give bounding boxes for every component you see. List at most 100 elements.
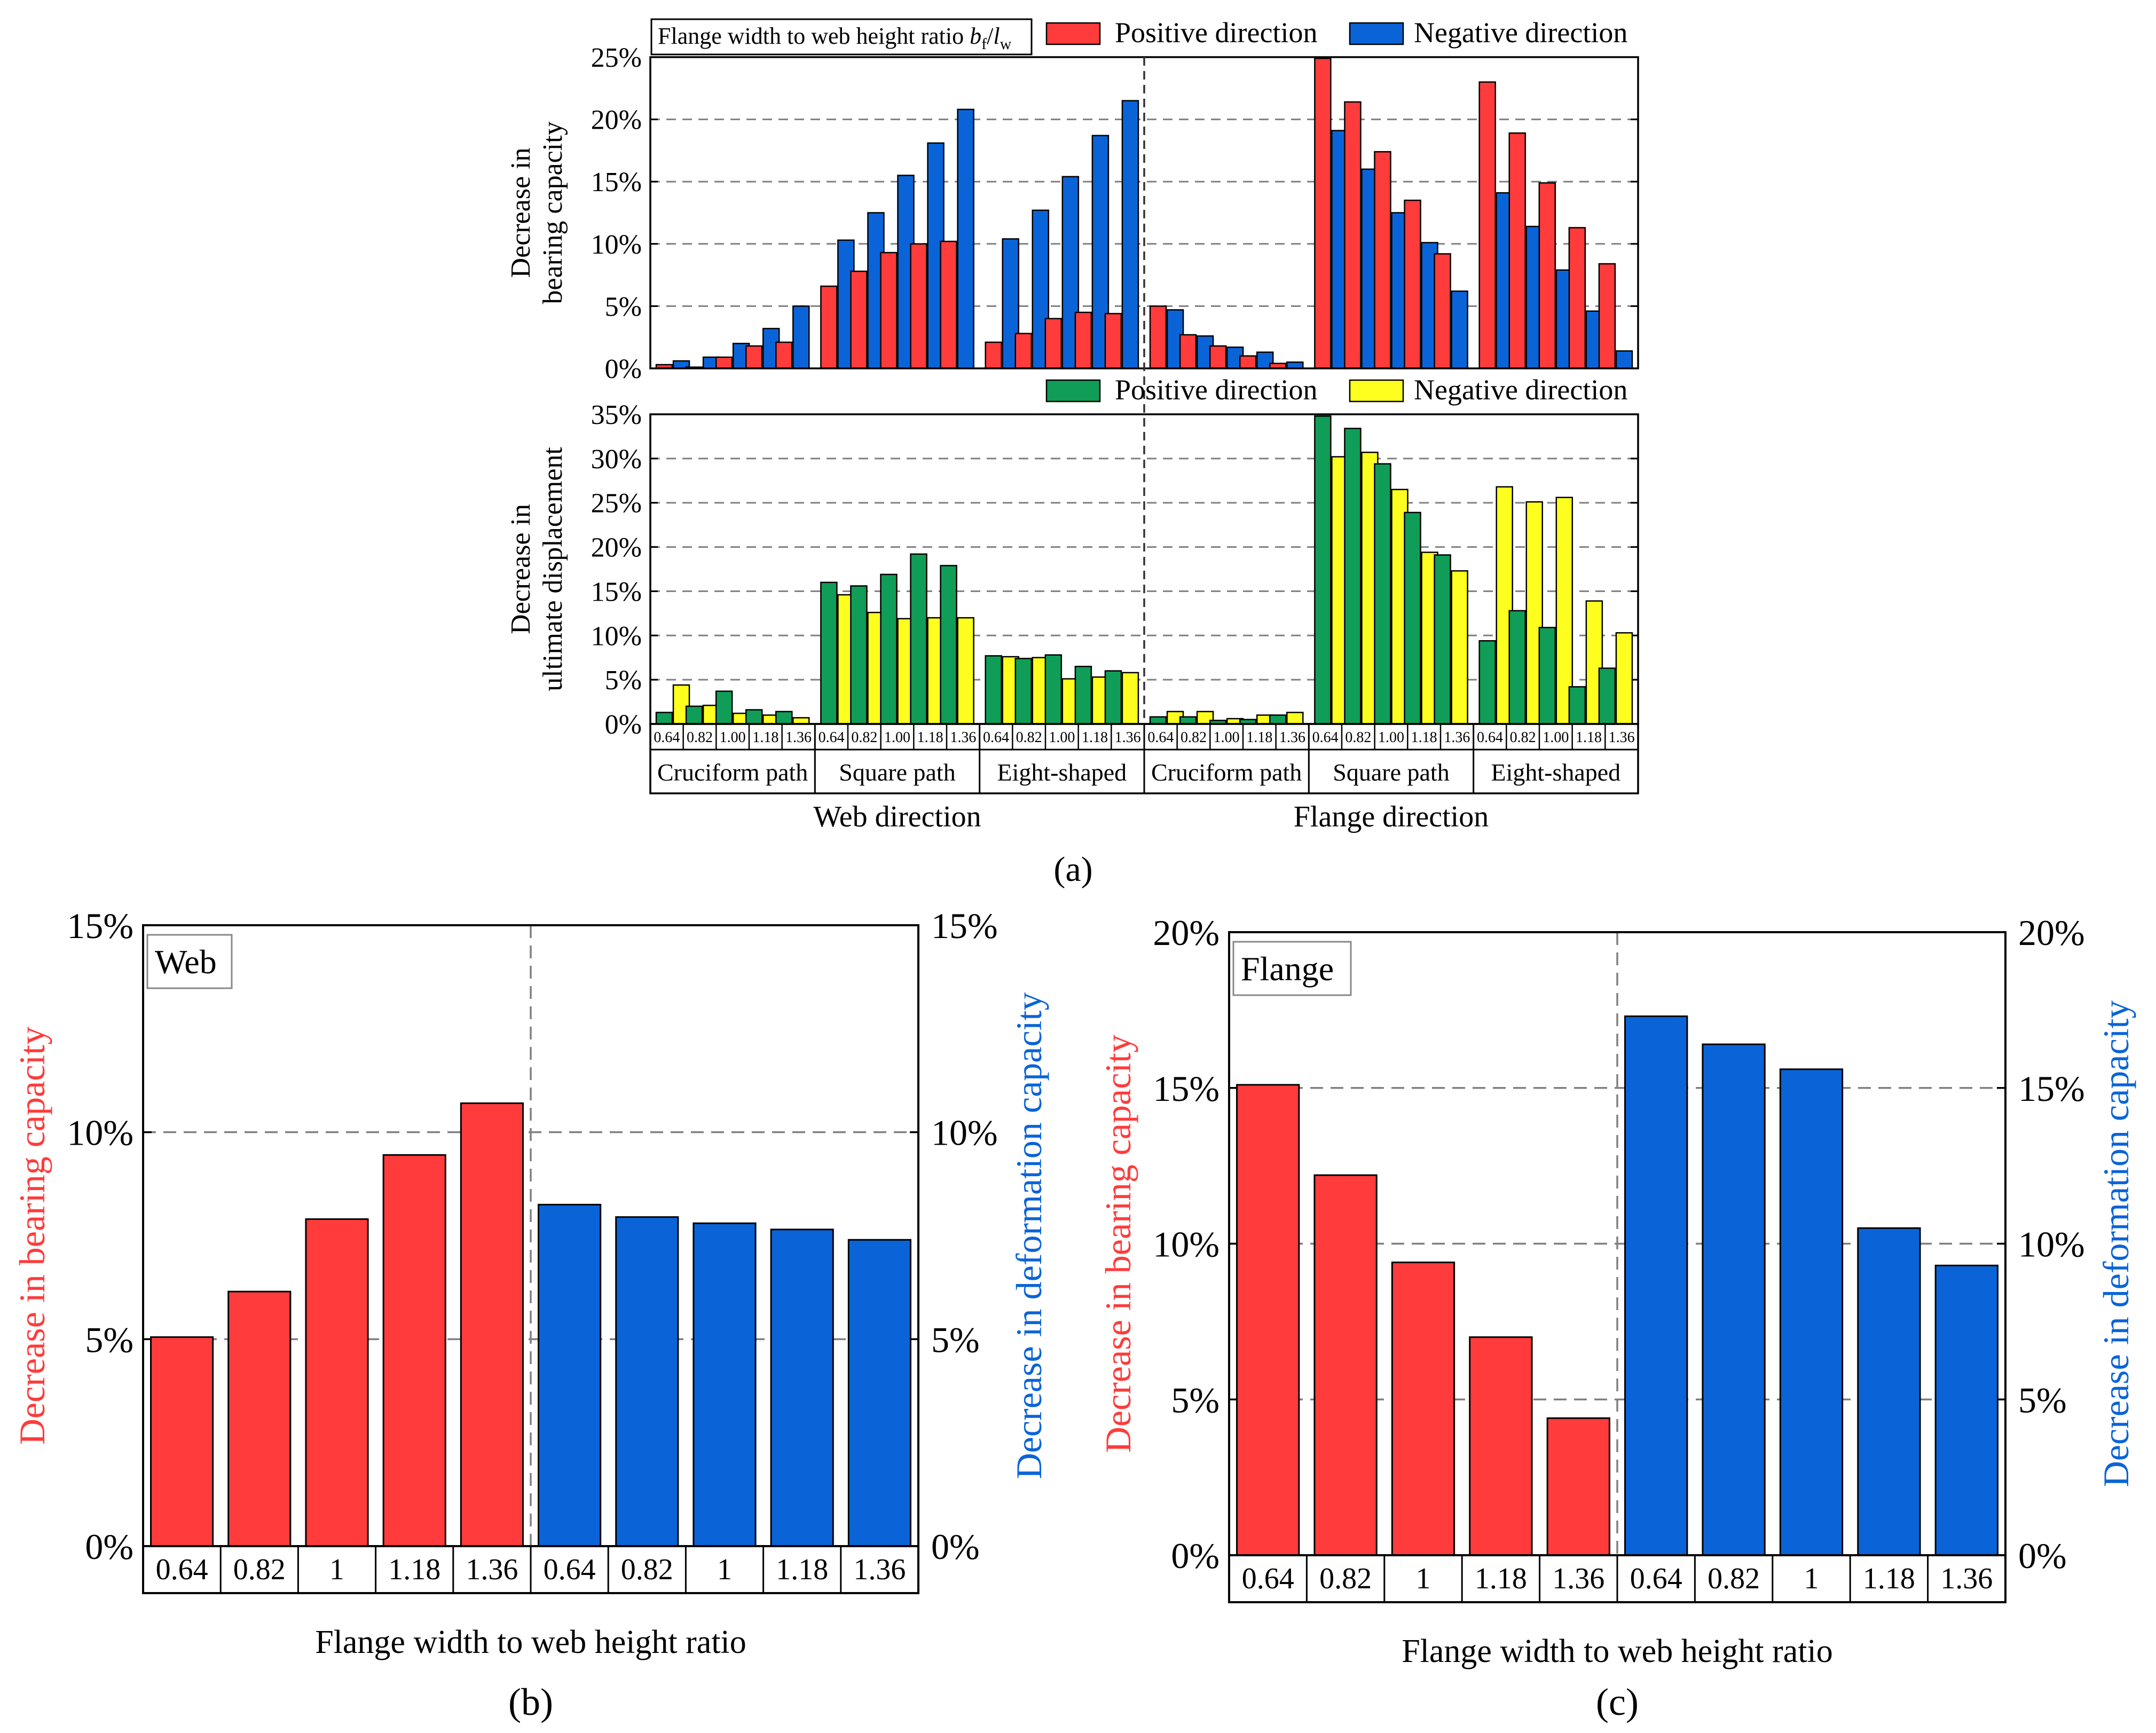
y-tick-label-right: 10% [2018,1224,2085,1265]
y-tick-label-right: 0% [2018,1535,2067,1576]
category-label: 1.18 [1246,729,1272,746]
bar-positive [820,581,838,725]
path-label: Square path [839,759,955,786]
box-label: Flange [1241,950,1334,988]
y-tick-label-left: 0% [85,1526,133,1567]
category-label: 1.36 [853,1553,906,1586]
y-axis-label-line: bearing capacity [538,121,568,304]
category-label: 0.82 [621,1553,673,1586]
bar-positive [850,270,868,369]
y-tick-label-right: 15% [2018,1068,2085,1109]
bar-deformation [538,1203,602,1547]
bar-positive [880,251,898,369]
y-tick-label: 0% [605,354,642,384]
category-label: 0.64 [654,729,680,746]
panel-label: (b) [508,1681,553,1723]
bar-positive [850,585,868,725]
bar-positive [910,243,927,369]
category-label: 1.36 [785,729,812,746]
bar-positive [1149,716,1167,725]
y-tick-label-right: 20% [2018,912,2085,953]
bar-positive [1269,714,1287,725]
y-tick-label: 25% [591,43,642,73]
category-label: 0.82 [851,729,877,746]
category-label: 1.36 [1444,729,1470,746]
category-label: 1.18 [1411,729,1437,746]
legend-swatch-negative [1349,22,1404,45]
bar-bearing [1313,1174,1378,1556]
bar-negative [672,684,690,725]
category-label: 1.36 [950,729,976,746]
bar-bearing [305,1218,369,1547]
path-label: Cruciform path [1151,759,1302,786]
bar-positive [1538,182,1556,369]
category-label: 1.18 [1082,729,1108,746]
category-label: 0.64 [1242,1562,1294,1595]
bar-positive [1149,305,1167,369]
y-axis-label-line: ultimate displacement [538,447,568,691]
path-label: Square path [1333,759,1449,786]
bar-positive [1314,58,1332,369]
panel-c-chart: 0% 0% 5% 5% 10% 10% 15% 15% 20% 20% 0.64 0.82 1 1.18 1… [1098,912,2136,1723]
legend-title: Flange width to web height ratio bf/lw [658,23,1012,53]
y-tick-label: 15% [591,167,642,198]
bar-positive [1074,666,1092,725]
bar-positive [1568,686,1586,725]
bar-positive [655,712,673,725]
category-label: 0.64 [156,1553,208,1586]
bar-positive [1598,667,1616,725]
bar-deformation [1702,1043,1766,1556]
legend-title-slash: / [987,23,994,49]
bar-positive [1478,81,1496,369]
bar-negative [1121,672,1139,725]
y-tick-label-left: 15% [1153,1068,1219,1109]
y-tick-label-left: 15% [67,905,133,946]
bar-positive [685,705,703,725]
category-label: 1.18 [752,729,778,746]
bar-negative [1615,632,1633,725]
legend-swatch-positive [1045,22,1101,45]
bar-positive [1344,101,1362,369]
bar-positive [715,690,733,725]
bar-negative [1615,350,1633,369]
panel-label-text: (c) [1596,1681,1639,1723]
bar-positive [1598,263,1616,369]
bar-positive [1538,627,1556,725]
bar-positive [775,711,793,725]
y-tick-label: 5% [605,665,642,696]
bar-positive [1239,355,1257,369]
category-label: 1.36 [1940,1562,1993,1595]
y-tick-label-left: 5% [1171,1380,1219,1420]
y-axis-label-line: Decrease in [506,504,536,634]
panel-label-a: (a) [1053,850,1092,889]
bar-positive [1209,345,1227,369]
direction-label-web: Web direction [813,800,981,833]
category-label: 0.64 [1630,1562,1682,1595]
category-label: 0.82 [1319,1562,1372,1595]
bar-negative [1121,100,1139,369]
legend-swatch-negative [1349,379,1404,403]
y-axis-label: Decrease inbearing capacity [506,121,568,304]
bar-deformation [693,1222,757,1547]
category-label: 1.00 [1543,729,1569,746]
legend-label-positive: Positive direction [1115,374,1317,406]
box-label-frame [1232,941,1352,996]
y-tick-label-left: 5% [85,1319,133,1360]
category-label: 1.18 [1475,1562,1527,1595]
category-label: 1.36 [466,1553,518,1586]
bar-positive [880,573,898,725]
category-label: 0.82 [233,1553,286,1586]
y-axis-label: Decrease inultimate displacement [506,447,568,691]
bar-positive [775,341,793,369]
y-axis-label-right: Decrease in deformation capacity [1009,992,1049,1479]
y-tick-label-right: 5% [931,1319,980,1360]
category-label: 1.00 [1214,729,1240,746]
bar-deformation [615,1216,679,1547]
bar-deformation [770,1228,834,1547]
bar-positive [940,565,957,725]
category-label: 0.82 [1181,729,1207,746]
legend-label-negative: Negative direction [1414,374,1627,406]
category-label: 1.36 [1609,729,1635,746]
y-tick-label-right: 10% [931,1113,998,1153]
panel-a-bottom-chart: 0% 5% 10% 15% 20% 25% 30% 35% Decrease inultimat… [506,374,1639,889]
